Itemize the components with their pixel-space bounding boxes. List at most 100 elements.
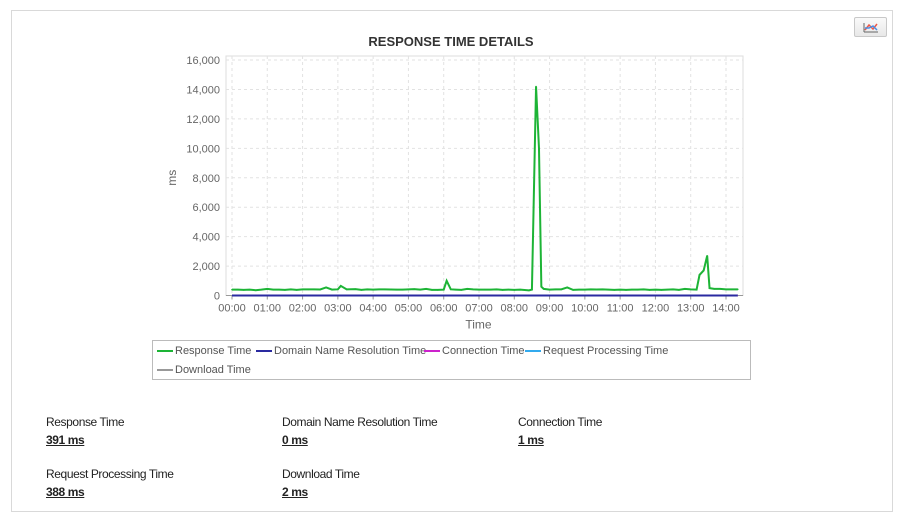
stat-label: Download Time (282, 467, 360, 481)
chart-plot: 0 2,000 4,000 6,000 8,000 10,000 12,000 14,000 1… (165, 55, 744, 332)
stat-value-link[interactable]: 0 ms (282, 433, 308, 447)
data-point (442, 288, 445, 291)
legend-label: Download Time (175, 364, 251, 376)
x-tick-label: 00:00 (218, 303, 246, 315)
data-point (407, 288, 410, 291)
chart-type-button[interactable] (854, 17, 887, 37)
data-point (560, 288, 563, 291)
data-point (325, 286, 327, 289)
data-point (366, 288, 369, 291)
legend-label: Domain Name Resolution Time (274, 345, 427, 357)
legend-swatch (157, 350, 173, 352)
plot-area (225, 55, 744, 296)
y-tick-label: 0 (214, 291, 220, 303)
stat-label: Response Time (46, 415, 125, 429)
legend-label: Request Processing Time (543, 345, 669, 357)
data-point (272, 288, 274, 291)
data-point (648, 289, 651, 291)
data-point (445, 279, 448, 282)
data-point (372, 288, 374, 291)
data-point (719, 288, 721, 290)
legend-item[interactable]: Domain Name Resolution Time (256, 345, 426, 357)
data-point (339, 285, 342, 287)
data-point (507, 288, 510, 291)
data-point (254, 289, 257, 292)
data-point (501, 289, 504, 291)
data-point (290, 288, 292, 291)
data-point (678, 289, 680, 291)
stat-value-link[interactable]: 2 ms (282, 485, 308, 499)
data-point (702, 269, 705, 272)
data-point (528, 289, 530, 292)
data-point (654, 288, 657, 291)
chart-type-icon (863, 23, 878, 33)
legend-swatch (424, 350, 440, 352)
legend-item[interactable]: Request Processing Time (525, 345, 668, 357)
stat-value-link[interactable]: 391 ms (46, 433, 85, 447)
data-point (698, 274, 701, 276)
data-point (307, 288, 310, 291)
data-point (631, 288, 633, 291)
data-point (731, 288, 733, 291)
data-point (519, 288, 521, 291)
data-point (425, 288, 427, 290)
data-point (535, 85, 537, 88)
data-point (389, 288, 392, 291)
x-tick-label: 09:00 (536, 303, 564, 315)
x-tick-label: 07:00 (465, 303, 493, 315)
legend-swatch (256, 350, 272, 352)
y-axis-label: ms (165, 170, 179, 186)
data-point (672, 288, 674, 291)
legend-item[interactable]: Download Time (157, 364, 251, 376)
data-point (542, 288, 545, 290)
stat-value-link[interactable]: 388 ms (46, 485, 85, 499)
x-tick-label: 13:00 (677, 303, 705, 315)
y-tick-label: 10,000 (186, 143, 220, 155)
data-point (601, 288, 604, 291)
data-point (295, 289, 298, 291)
legend-item[interactable]: Connection Time (424, 345, 525, 357)
data-point (736, 288, 739, 291)
data-point (466, 288, 469, 290)
data-point (248, 288, 251, 291)
data-point (689, 288, 692, 291)
data-point (313, 288, 316, 291)
data-point (413, 288, 416, 290)
data-point (431, 289, 433, 291)
stat-item: Domain Name Resolution Time 0 ms (282, 415, 438, 447)
legend-swatch (157, 369, 173, 371)
data-point (531, 288, 533, 291)
stat-label: Domain Name Resolution Time (282, 415, 438, 429)
data-point (666, 288, 668, 291)
data-point (589, 288, 592, 291)
stat-value-link[interactable]: 1 ms (518, 433, 544, 447)
data-point (378, 288, 380, 291)
y-tick-label: 2,000 (192, 261, 220, 273)
x-tick-label: 08:00 (501, 303, 529, 315)
data-point (401, 288, 404, 291)
legend-swatch (525, 350, 541, 352)
x-tick-label: 06:00 (430, 303, 458, 315)
data-point (419, 288, 421, 291)
legend-label: Connection Time (442, 345, 525, 357)
stat-label: Connection Time (518, 415, 603, 429)
data-point (725, 288, 727, 291)
legend: Response Time Domain Name Resolution Time… (152, 340, 751, 380)
data-point (607, 288, 610, 291)
x-tick-label: 10:00 (571, 303, 599, 315)
stat-item: Response Time 391 ms (46, 415, 125, 447)
stat-item: Download Time 2 ms (282, 467, 360, 499)
stat-label: Request Processing Time (46, 467, 174, 481)
data-point (642, 288, 645, 291)
data-point (708, 287, 711, 289)
data-point (636, 288, 639, 291)
data-point (566, 286, 569, 289)
data-point (337, 288, 339, 291)
data-point (484, 288, 486, 291)
y-tick-label: 6,000 (192, 202, 220, 214)
data-point (354, 288, 357, 290)
legend-item[interactable]: Response Time (157, 345, 251, 357)
data-point (345, 288, 348, 291)
data-point (538, 147, 540, 150)
data-point (301, 288, 304, 291)
